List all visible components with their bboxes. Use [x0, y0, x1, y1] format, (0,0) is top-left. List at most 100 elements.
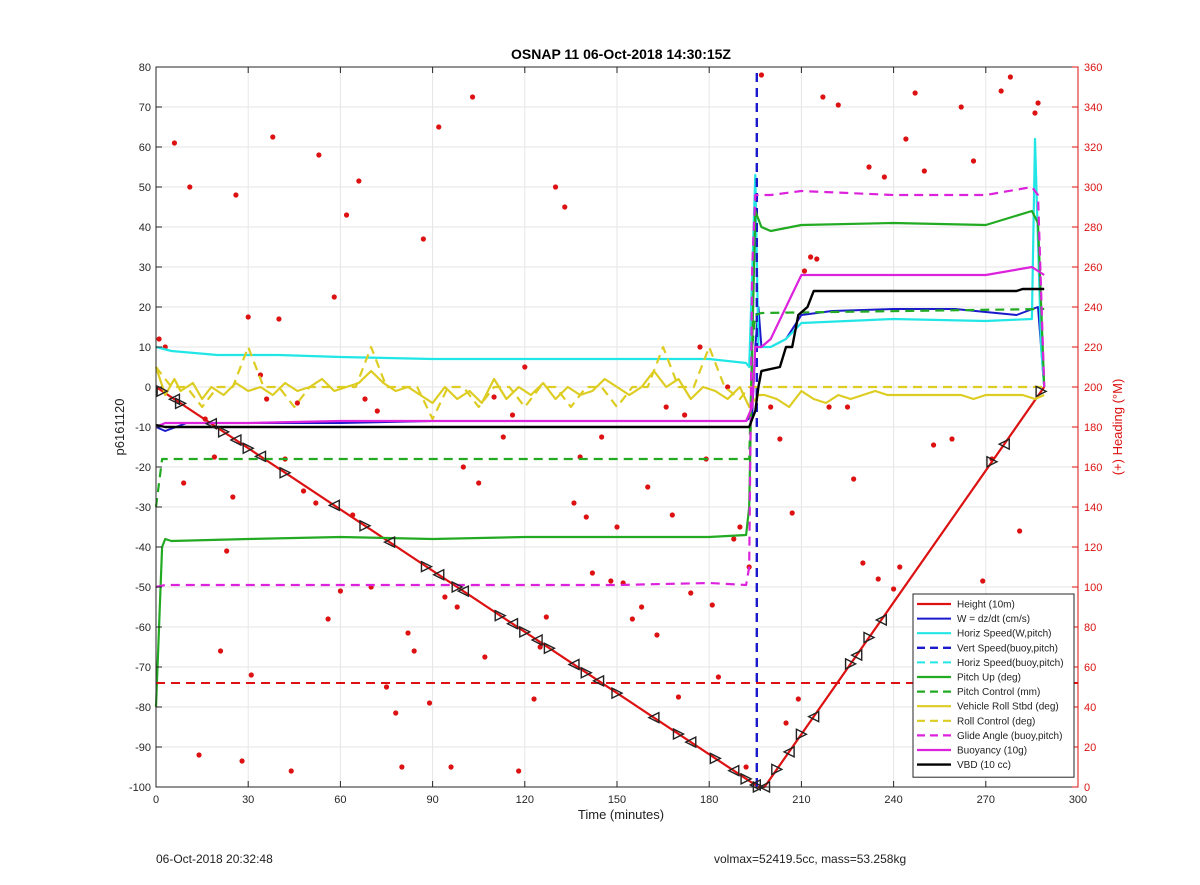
profile-marker-26 [672, 727, 686, 741]
y2-tick-label-160: 160 [1084, 462, 1102, 474]
y-tick-label--70: -70 [135, 662, 151, 674]
y2-tick-label-80: 80 [1084, 622, 1096, 634]
x-tick-label-0: 0 [153, 794, 159, 806]
heading-point-106 [912, 90, 918, 96]
heading-point-75 [688, 590, 694, 596]
y-tick-label--90: -90 [135, 742, 151, 754]
legend-label-roll-control-deg: Roll Control (deg) [957, 716, 1035, 727]
y2-tick-label-0: 0 [1084, 782, 1090, 794]
heading-point-61 [583, 514, 589, 520]
heading-point-23 [313, 500, 319, 506]
y2-tick-label-180: 180 [1084, 422, 1102, 434]
heading-point-86 [768, 404, 774, 410]
series-line-buoyancy-10g [155, 265, 1045, 429]
series-line-pitch-control-mm [154, 307, 1045, 508]
heading-point-8 [217, 648, 224, 654]
heading-point-65 [614, 524, 620, 530]
heading-point-42 [442, 594, 448, 600]
legend-label-buoyancy-10g: Buoyancy (10g) [957, 746, 1027, 757]
heading-point-17 [270, 134, 276, 140]
profile-marker-24 [611, 686, 624, 700]
heading-point-63 [599, 434, 605, 440]
heading-point-25 [325, 616, 331, 622]
heading-point-5 [196, 752, 202, 758]
y2-tick-label-40: 40 [1084, 702, 1096, 714]
profile-marker-28 [709, 752, 722, 765]
y-tick-label-20: 20 [139, 302, 151, 314]
y-tick-label--100: -100 [129, 782, 151, 794]
y-tick-label--30: -30 [135, 502, 151, 514]
heading-point-47 [476, 480, 482, 486]
profile-marker-18 [519, 625, 532, 639]
x-tick-label-210: 210 [792, 794, 810, 806]
profile-marker-1 [167, 393, 181, 406]
heading-point-100 [866, 164, 872, 170]
y2-tick-label-240: 240 [1084, 302, 1102, 314]
heading-point-44 [454, 604, 460, 610]
y-axis-label: p6161120 [112, 399, 127, 456]
y2-tick-label-340: 340 [1084, 102, 1102, 114]
profile-marker-15 [456, 584, 470, 598]
y2-tick-label-60: 60 [1084, 662, 1096, 674]
profile-marker-37 [807, 710, 820, 723]
series-line-pitch-up-deg [154, 209, 1046, 708]
profile-marker-42 [986, 455, 999, 468]
profile-marker-6 [242, 442, 255, 455]
x-tick-label-240: 240 [884, 794, 902, 806]
heading-point-21 [294, 400, 300, 406]
heading-point-50 [500, 434, 506, 440]
heading-point-57 [552, 184, 559, 190]
heading-point-98 [851, 476, 857, 482]
heading-point-0 [156, 336, 162, 342]
profile-marker-23 [591, 674, 605, 688]
profile-marker-16 [494, 609, 507, 622]
x-axis-label: Time (minutes) [578, 807, 664, 822]
heading-point-101 [875, 576, 881, 582]
series-line-roll-control-deg [155, 345, 1045, 421]
heading-point-56 [543, 614, 549, 620]
heading-point-40 [426, 700, 433, 706]
profile-marker-20 [543, 642, 556, 655]
heading-point-46 [469, 94, 476, 100]
profile-marker-12 [420, 560, 434, 573]
heading-point-119 [1032, 110, 1038, 116]
heading-point-48 [482, 654, 488, 660]
legend-label-glide-angle-buoy-pitch: Glide Angle (buoy,pitch) [957, 731, 1062, 742]
y-tick-label-10: 10 [139, 342, 151, 354]
profile-marker-3 [204, 417, 218, 430]
y-tick-label-0: 0 [145, 382, 151, 394]
heading-point-82 [737, 524, 743, 530]
heading-point-28 [343, 212, 350, 218]
x-tick-label-120: 120 [516, 794, 534, 806]
y-tick-label--40: -40 [135, 542, 151, 554]
profile-marker-29 [727, 764, 740, 777]
y2-tick-label-120: 120 [1084, 542, 1102, 554]
legend-label-vehicle-roll-stbd-deg: Vehicle Roll Stbd (deg) [957, 702, 1059, 713]
y-tick-label--20: -20 [135, 462, 151, 474]
heading-point-102 [881, 174, 887, 180]
legend-label-w-dz-dt-cm-s: W = dz/dt (cm/s) [957, 614, 1030, 625]
heading-point-108 [930, 442, 937, 448]
footer-volmax-mass: volmax=52419.5cc, mass=53.258kg [714, 852, 907, 866]
legend-label-pitch-up-deg: Pitch Up (deg) [957, 673, 1021, 684]
axes: 0 30 60 90 120 150 180 210 240 270 300-100-90-80-7… [129, 62, 1102, 806]
x-tick-label-150: 150 [608, 794, 626, 806]
y2-tick-label-20: 20 [1084, 742, 1096, 754]
heading-point-99 [860, 560, 866, 566]
footer-timestamp: 06-Oct-2018 20:32:48 [156, 852, 273, 866]
profile-marker-0 [156, 384, 169, 398]
heading-point-89 [789, 510, 795, 516]
heading-point-76 [697, 344, 703, 350]
heading-point-120 [1035, 100, 1041, 106]
heading-point-30 [356, 178, 362, 184]
heading-point-91 [801, 268, 808, 274]
heading-point-113 [980, 578, 986, 584]
y-tick-label--80: -80 [135, 702, 151, 714]
heading-point-93 [814, 256, 820, 262]
profile-marker-44 [1035, 385, 1048, 398]
heading-point-69 [645, 484, 651, 490]
heading-point-107 [921, 168, 927, 174]
profile-marker-11 [383, 535, 396, 549]
heading-point-111 [958, 104, 964, 110]
